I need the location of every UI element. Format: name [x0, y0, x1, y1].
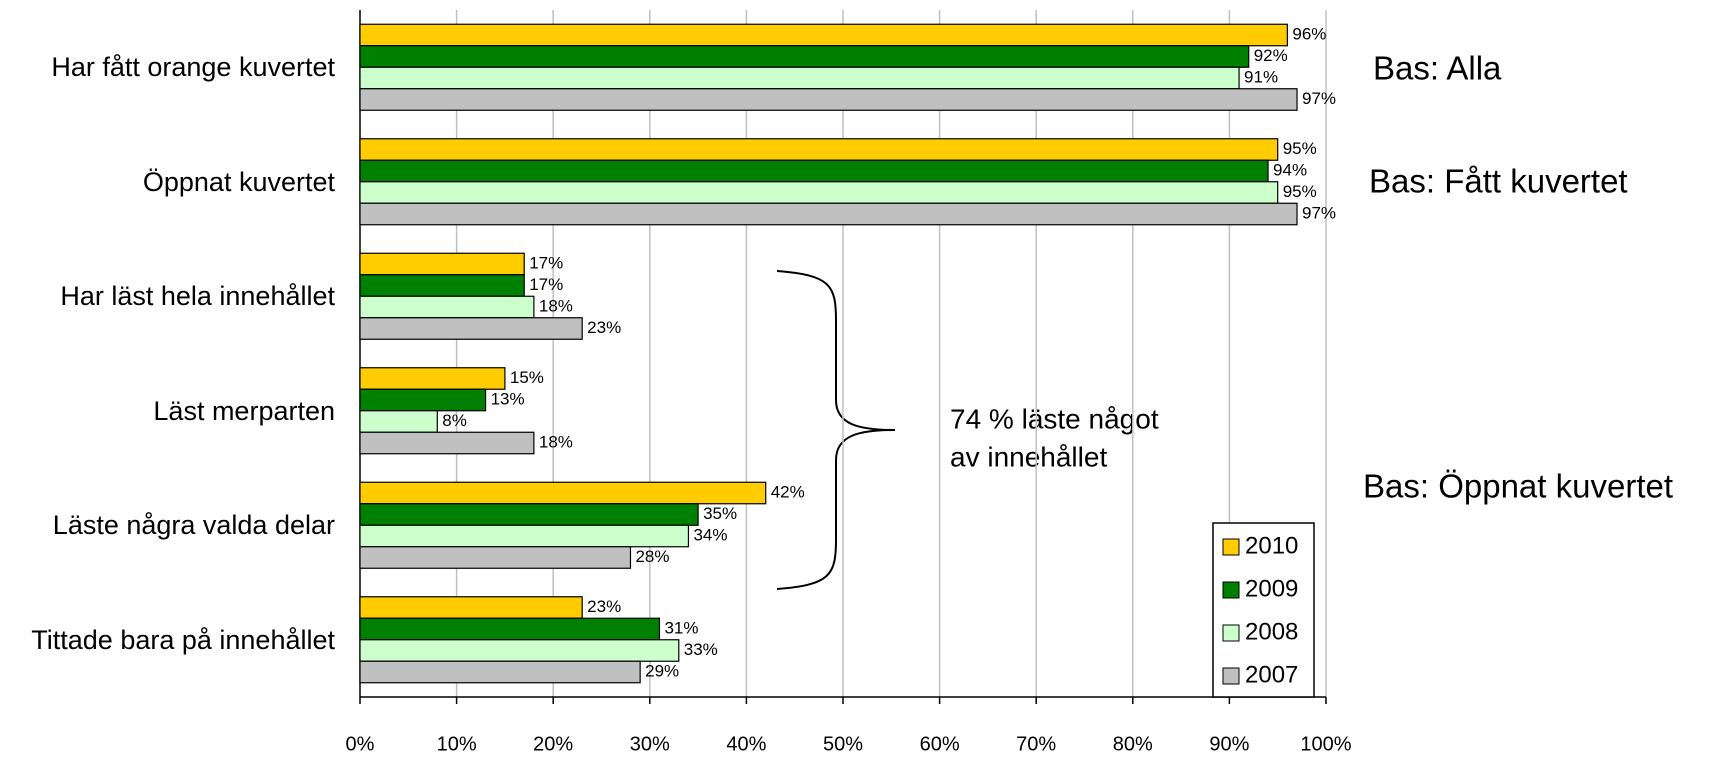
value-label: 28% — [635, 547, 669, 566]
x-tick-label: 90% — [1209, 733, 1249, 755]
legend-label: 2009 — [1245, 575, 1298, 602]
bar — [359, 45, 1250, 68]
value-label: 15% — [510, 368, 544, 387]
bar — [359, 617, 661, 641]
bar — [359, 596, 583, 619]
x-tick-label: 70% — [1016, 733, 1056, 755]
value-label: 42% — [771, 482, 805, 501]
x-tick-label: 60% — [920, 733, 960, 755]
value-label: 13% — [491, 389, 525, 408]
value-label: 96% — [1292, 24, 1326, 43]
category-label: Läste några valda delar — [52, 510, 335, 541]
bar — [359, 503, 699, 526]
bar — [359, 317, 583, 340]
value-label: 34% — [693, 525, 727, 544]
bar — [359, 639, 680, 662]
value-label: 23% — [587, 597, 621, 616]
annotation: 74 % läste något — [950, 403, 1159, 434]
x-tick-label: 0% — [346, 733, 375, 755]
bar — [359, 274, 525, 297]
legend-label: 2010 — [1245, 532, 1298, 559]
x-tick-label: 20% — [533, 733, 573, 755]
bar — [359, 524, 690, 548]
value-label: 23% — [587, 318, 621, 337]
brace — [776, 270, 896, 590]
x-tick-label: 10% — [437, 733, 477, 755]
value-label: 31% — [664, 618, 698, 637]
category-label: Har läst hela innehållet — [60, 281, 335, 312]
legend-swatch — [1222, 624, 1240, 642]
annotation: Bas: Fått kuvertet — [1369, 163, 1628, 200]
bar — [359, 546, 632, 569]
value-label: 17% — [529, 253, 563, 272]
value-label: 95% — [1283, 182, 1317, 201]
legend-swatch — [1222, 581, 1240, 599]
bar — [359, 481, 767, 505]
x-tick-label: 80% — [1113, 733, 1153, 755]
bar — [359, 202, 1298, 226]
x-tick-label: 30% — [630, 733, 670, 755]
legend-swatch — [1222, 667, 1240, 685]
value-label: 18% — [539, 432, 573, 451]
annotation: Bas: Öppnat kuvertet — [1363, 468, 1673, 505]
bar — [359, 388, 487, 412]
category-label: Tittade bara på innehållet — [31, 624, 335, 655]
bar — [359, 410, 438, 433]
value-label: 29% — [645, 661, 679, 680]
x-tick-label: 50% — [823, 733, 863, 755]
value-label: 92% — [1254, 46, 1288, 65]
bar — [359, 159, 1269, 183]
bar — [359, 88, 1298, 111]
bar — [359, 295, 535, 319]
value-label: 35% — [703, 504, 737, 523]
value-label: 97% — [1302, 89, 1336, 108]
bar — [359, 66, 1240, 90]
category-label: Läst merparten — [153, 395, 335, 426]
bar — [359, 23, 1288, 47]
category-label: Har fått orange kuvertet — [51, 52, 335, 83]
bar — [359, 367, 506, 390]
value-label: 91% — [1244, 67, 1278, 86]
value-label: 17% — [529, 275, 563, 294]
value-label: 95% — [1283, 139, 1317, 158]
value-label: 18% — [539, 296, 573, 315]
bar — [359, 660, 641, 684]
value-label: 8% — [442, 411, 467, 430]
annotation: Bas: Alla — [1373, 50, 1502, 87]
legend-label: 2007 — [1245, 661, 1298, 688]
value-label: 94% — [1273, 160, 1307, 179]
x-tick-label: 40% — [726, 733, 766, 755]
legend-swatch — [1222, 538, 1240, 556]
bar — [359, 431, 535, 455]
bar — [359, 181, 1279, 204]
category-label: Öppnat kuvertet — [142, 166, 335, 197]
bar — [359, 138, 1279, 161]
x-tick-label: 100% — [1300, 733, 1351, 755]
annotation: av innehållet — [950, 441, 1107, 472]
value-label: 97% — [1302, 203, 1336, 222]
legend-label: 2008 — [1245, 618, 1298, 645]
value-label: 33% — [684, 640, 718, 659]
bar — [359, 252, 525, 276]
